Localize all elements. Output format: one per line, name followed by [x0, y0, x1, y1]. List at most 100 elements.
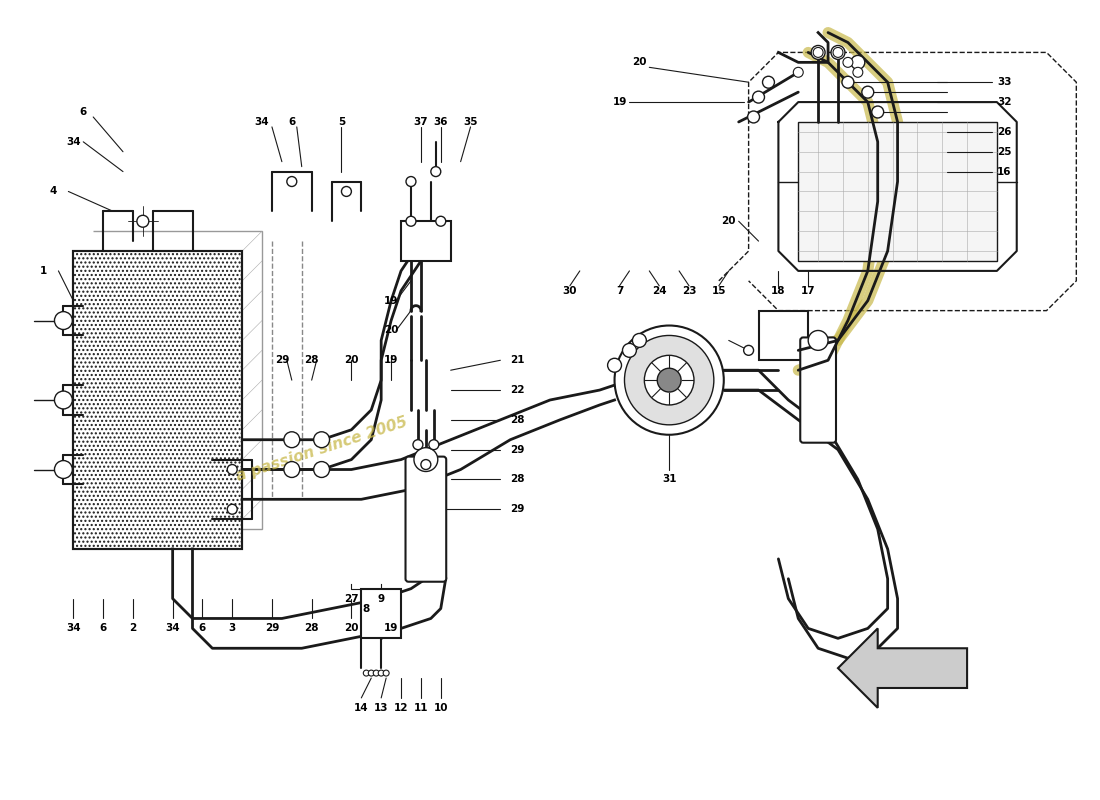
Circle shape: [861, 86, 873, 98]
Text: 8: 8: [363, 603, 370, 614]
Text: 20: 20: [344, 623, 359, 634]
Text: 1: 1: [40, 266, 47, 276]
Circle shape: [811, 46, 825, 59]
Circle shape: [406, 216, 416, 226]
Circle shape: [871, 106, 883, 118]
Text: 32: 32: [997, 97, 1011, 107]
Circle shape: [314, 432, 330, 448]
Text: 15: 15: [712, 286, 726, 296]
Text: 24: 24: [652, 286, 667, 296]
Circle shape: [645, 355, 694, 405]
Text: 23: 23: [682, 286, 696, 296]
Text: 16: 16: [997, 166, 1011, 177]
Text: 19: 19: [384, 623, 398, 634]
Circle shape: [363, 670, 370, 676]
Text: 7: 7: [616, 286, 624, 296]
Text: 4: 4: [50, 186, 57, 197]
Text: 9: 9: [377, 594, 385, 604]
Circle shape: [228, 504, 238, 514]
Circle shape: [412, 440, 422, 450]
Text: 28: 28: [510, 415, 525, 425]
Text: 34: 34: [66, 623, 80, 634]
Text: 13: 13: [374, 703, 388, 713]
Circle shape: [615, 326, 724, 434]
Text: 34: 34: [255, 117, 270, 127]
Text: 36: 36: [433, 117, 448, 127]
FancyBboxPatch shape: [801, 338, 836, 442]
Bar: [402, 222, 451, 261]
Circle shape: [830, 46, 845, 59]
Circle shape: [284, 462, 299, 478]
Text: 19: 19: [384, 296, 398, 306]
Circle shape: [843, 58, 852, 67]
Circle shape: [368, 670, 374, 676]
Text: 34: 34: [165, 623, 180, 634]
Circle shape: [341, 186, 351, 197]
Text: 6: 6: [199, 623, 206, 634]
Circle shape: [287, 177, 297, 186]
Text: 2: 2: [130, 623, 136, 634]
Text: 20: 20: [632, 58, 647, 67]
Circle shape: [436, 216, 446, 226]
Polygon shape: [838, 629, 967, 708]
Circle shape: [55, 312, 73, 330]
Circle shape: [632, 334, 647, 347]
Polygon shape: [74, 251, 242, 549]
Circle shape: [383, 670, 389, 676]
Text: 6: 6: [79, 107, 87, 117]
Text: 30: 30: [562, 286, 578, 296]
Text: 20: 20: [384, 326, 398, 335]
Bar: [361, 589, 402, 638]
Text: 11: 11: [414, 703, 428, 713]
Circle shape: [406, 177, 416, 186]
FancyBboxPatch shape: [406, 457, 447, 582]
Text: 37: 37: [414, 117, 428, 127]
Text: 26: 26: [997, 127, 1011, 137]
Bar: [74, 251, 242, 549]
Circle shape: [136, 215, 149, 227]
Circle shape: [813, 47, 823, 58]
Circle shape: [55, 461, 73, 478]
Text: 35: 35: [463, 117, 477, 127]
Text: 34: 34: [66, 137, 80, 147]
Text: 29: 29: [275, 355, 289, 366]
Circle shape: [314, 462, 330, 478]
Circle shape: [228, 465, 238, 474]
Text: 10: 10: [433, 703, 448, 713]
Text: 28: 28: [305, 623, 319, 634]
Circle shape: [431, 166, 441, 177]
Circle shape: [752, 91, 764, 103]
Text: 25: 25: [997, 146, 1011, 157]
Bar: [759, 310, 808, 360]
Circle shape: [623, 343, 637, 358]
Text: 12: 12: [394, 703, 408, 713]
Circle shape: [625, 335, 714, 425]
Text: 6: 6: [99, 623, 107, 634]
Circle shape: [842, 76, 854, 88]
Circle shape: [658, 368, 681, 392]
Text: 3: 3: [229, 623, 235, 634]
Circle shape: [378, 670, 384, 676]
Circle shape: [55, 391, 73, 409]
Circle shape: [852, 67, 862, 78]
Text: 28: 28: [510, 474, 525, 485]
Text: 28: 28: [305, 355, 319, 366]
Text: 29: 29: [265, 623, 279, 634]
Text: a passion since 2005: a passion since 2005: [234, 415, 409, 485]
Circle shape: [373, 670, 380, 676]
Circle shape: [414, 448, 438, 471]
Text: 14: 14: [354, 703, 368, 713]
Text: 29: 29: [510, 445, 525, 454]
Text: 29: 29: [510, 504, 525, 514]
Text: 27: 27: [344, 594, 359, 604]
Text: 17: 17: [801, 286, 815, 296]
Circle shape: [607, 358, 621, 372]
Circle shape: [808, 330, 828, 350]
Text: 18: 18: [771, 286, 785, 296]
Circle shape: [284, 432, 299, 448]
Circle shape: [833, 47, 843, 58]
Text: 20: 20: [722, 216, 736, 226]
Text: 5: 5: [338, 117, 345, 127]
Text: 20: 20: [344, 355, 359, 366]
Circle shape: [851, 55, 865, 70]
